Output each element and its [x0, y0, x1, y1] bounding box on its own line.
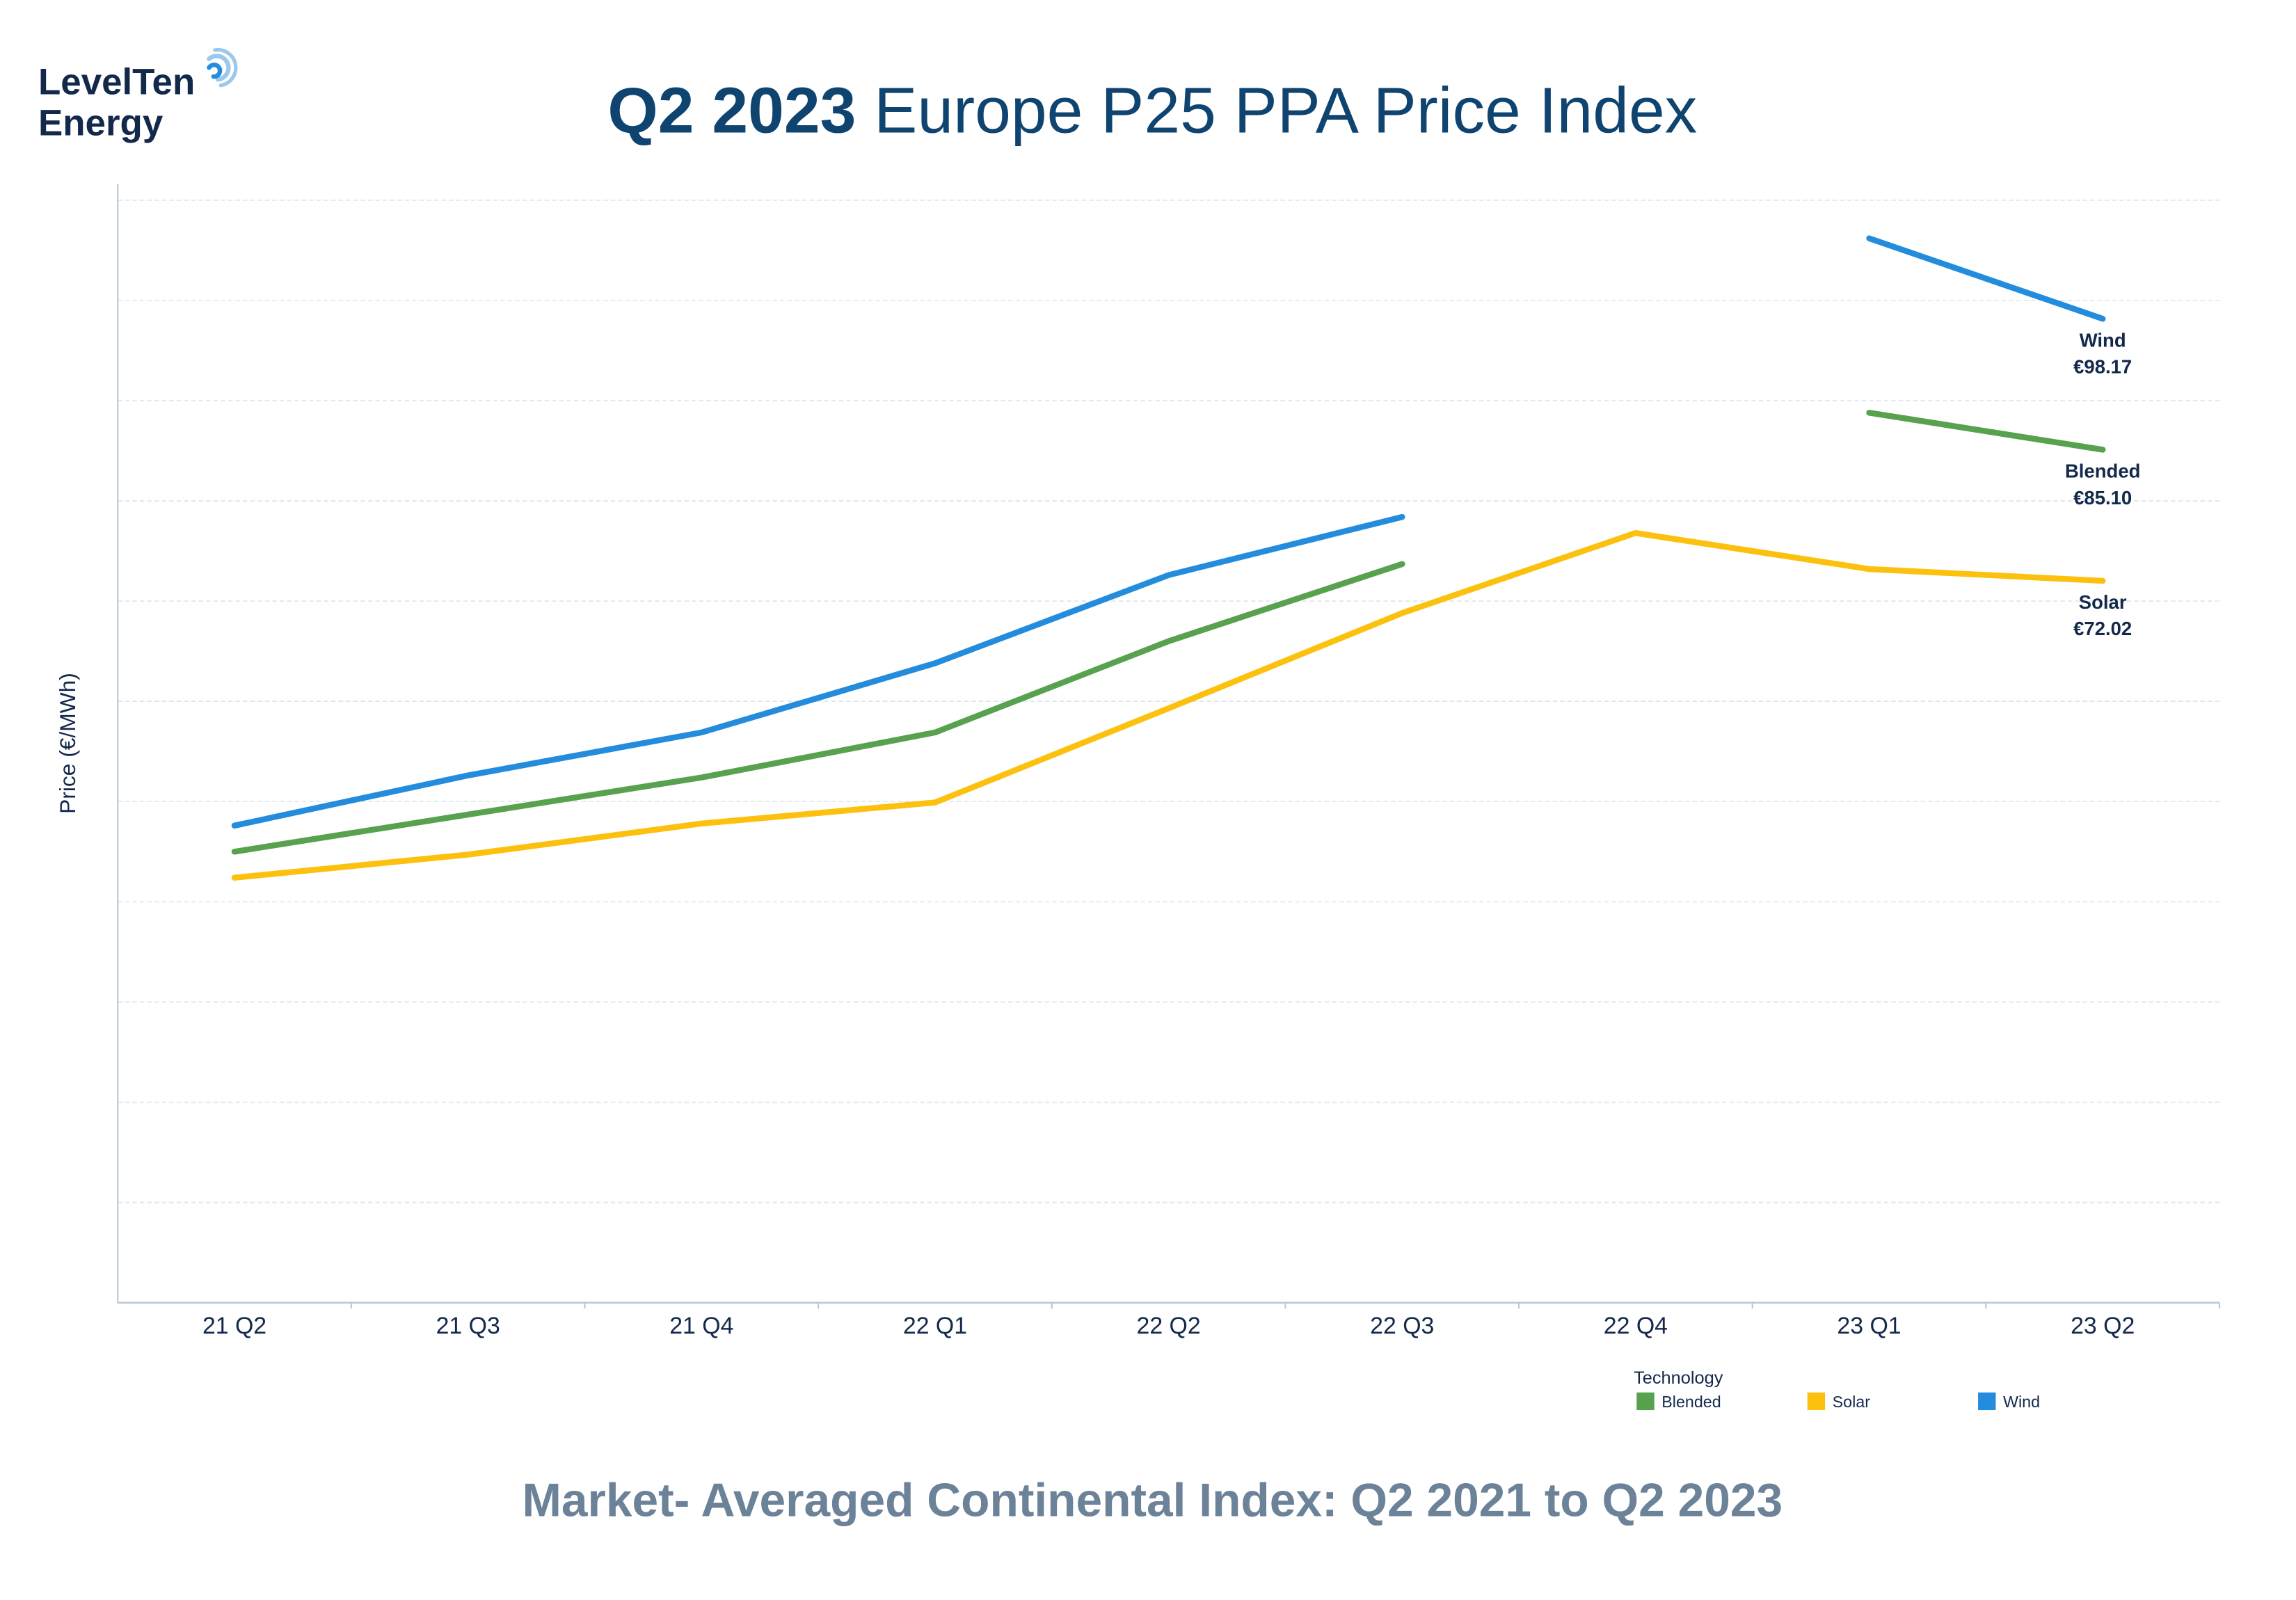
legend-label: Solar	[1833, 1393, 1871, 1411]
logo-swirl-icon	[207, 47, 238, 88]
x-tick-label: 23 Q1	[1837, 1313, 1901, 1339]
logo-text-line2: Energy	[38, 103, 164, 144]
x-tick-label: 22 Q3	[1370, 1313, 1434, 1339]
chart-subtitle: Market- Averaged Continental Index: Q2 2…	[523, 1474, 1783, 1526]
end-label-name: Solar	[2079, 591, 2127, 613]
legend-swatch-wind	[1978, 1392, 1996, 1411]
logo-text-line1: LevelTen	[38, 61, 195, 102]
x-tick-label: 22 Q1	[903, 1313, 967, 1339]
x-tick-label: 23 Q2	[2071, 1313, 2135, 1339]
x-tick-label: 21 Q3	[436, 1313, 500, 1339]
legend-label: Wind	[2003, 1393, 2040, 1411]
end-label-value: €85.10	[2073, 487, 2132, 509]
x-axis-ticks: 21 Q2 21 Q3 21 Q4 22 Q1 22 Q2 22 Q3 22 Q4 23 Q1…	[202, 1302, 2221, 1339]
series-line-blended	[1866, 410, 2106, 453]
logo: LevelTen Energy	[38, 47, 238, 144]
legend-title: Technology	[1634, 1368, 1723, 1388]
legend: Technology Blended Solar Wind	[1634, 1368, 2040, 1411]
end-labels: Blended €85.10 Solar €72.02 Wind €98.17	[2065, 329, 2140, 639]
end-label-value: €98.17	[2073, 355, 2132, 377]
end-label-value: €72.02	[2073, 618, 2132, 639]
end-label-name: Wind	[2080, 329, 2126, 351]
x-tick-label: 22 Q2	[1137, 1313, 1201, 1339]
series-line-wind	[231, 513, 1405, 829]
legend-label: Blended	[1661, 1393, 1721, 1411]
legend-swatch-solar	[1807, 1392, 1826, 1411]
page-title: Q2 2023 Europe P25 PPA Price Index	[607, 74, 1697, 146]
x-tick-label: 22 Q4	[1604, 1313, 1668, 1339]
x-tick-label: 21 Q2	[202, 1313, 266, 1339]
series-line-wind	[1866, 235, 2106, 322]
series-line-solar	[231, 529, 2106, 881]
series-line-blended	[231, 561, 1405, 855]
x-tick-label: 21 Q4	[669, 1313, 733, 1339]
legend-swatch-blended	[1636, 1392, 1655, 1411]
y-axis-label: Price (€/MWh)	[55, 673, 80, 814]
end-label-name: Blended	[2065, 461, 2140, 482]
gridlines	[118, 199, 2219, 1203]
series-lines	[231, 235, 2106, 881]
